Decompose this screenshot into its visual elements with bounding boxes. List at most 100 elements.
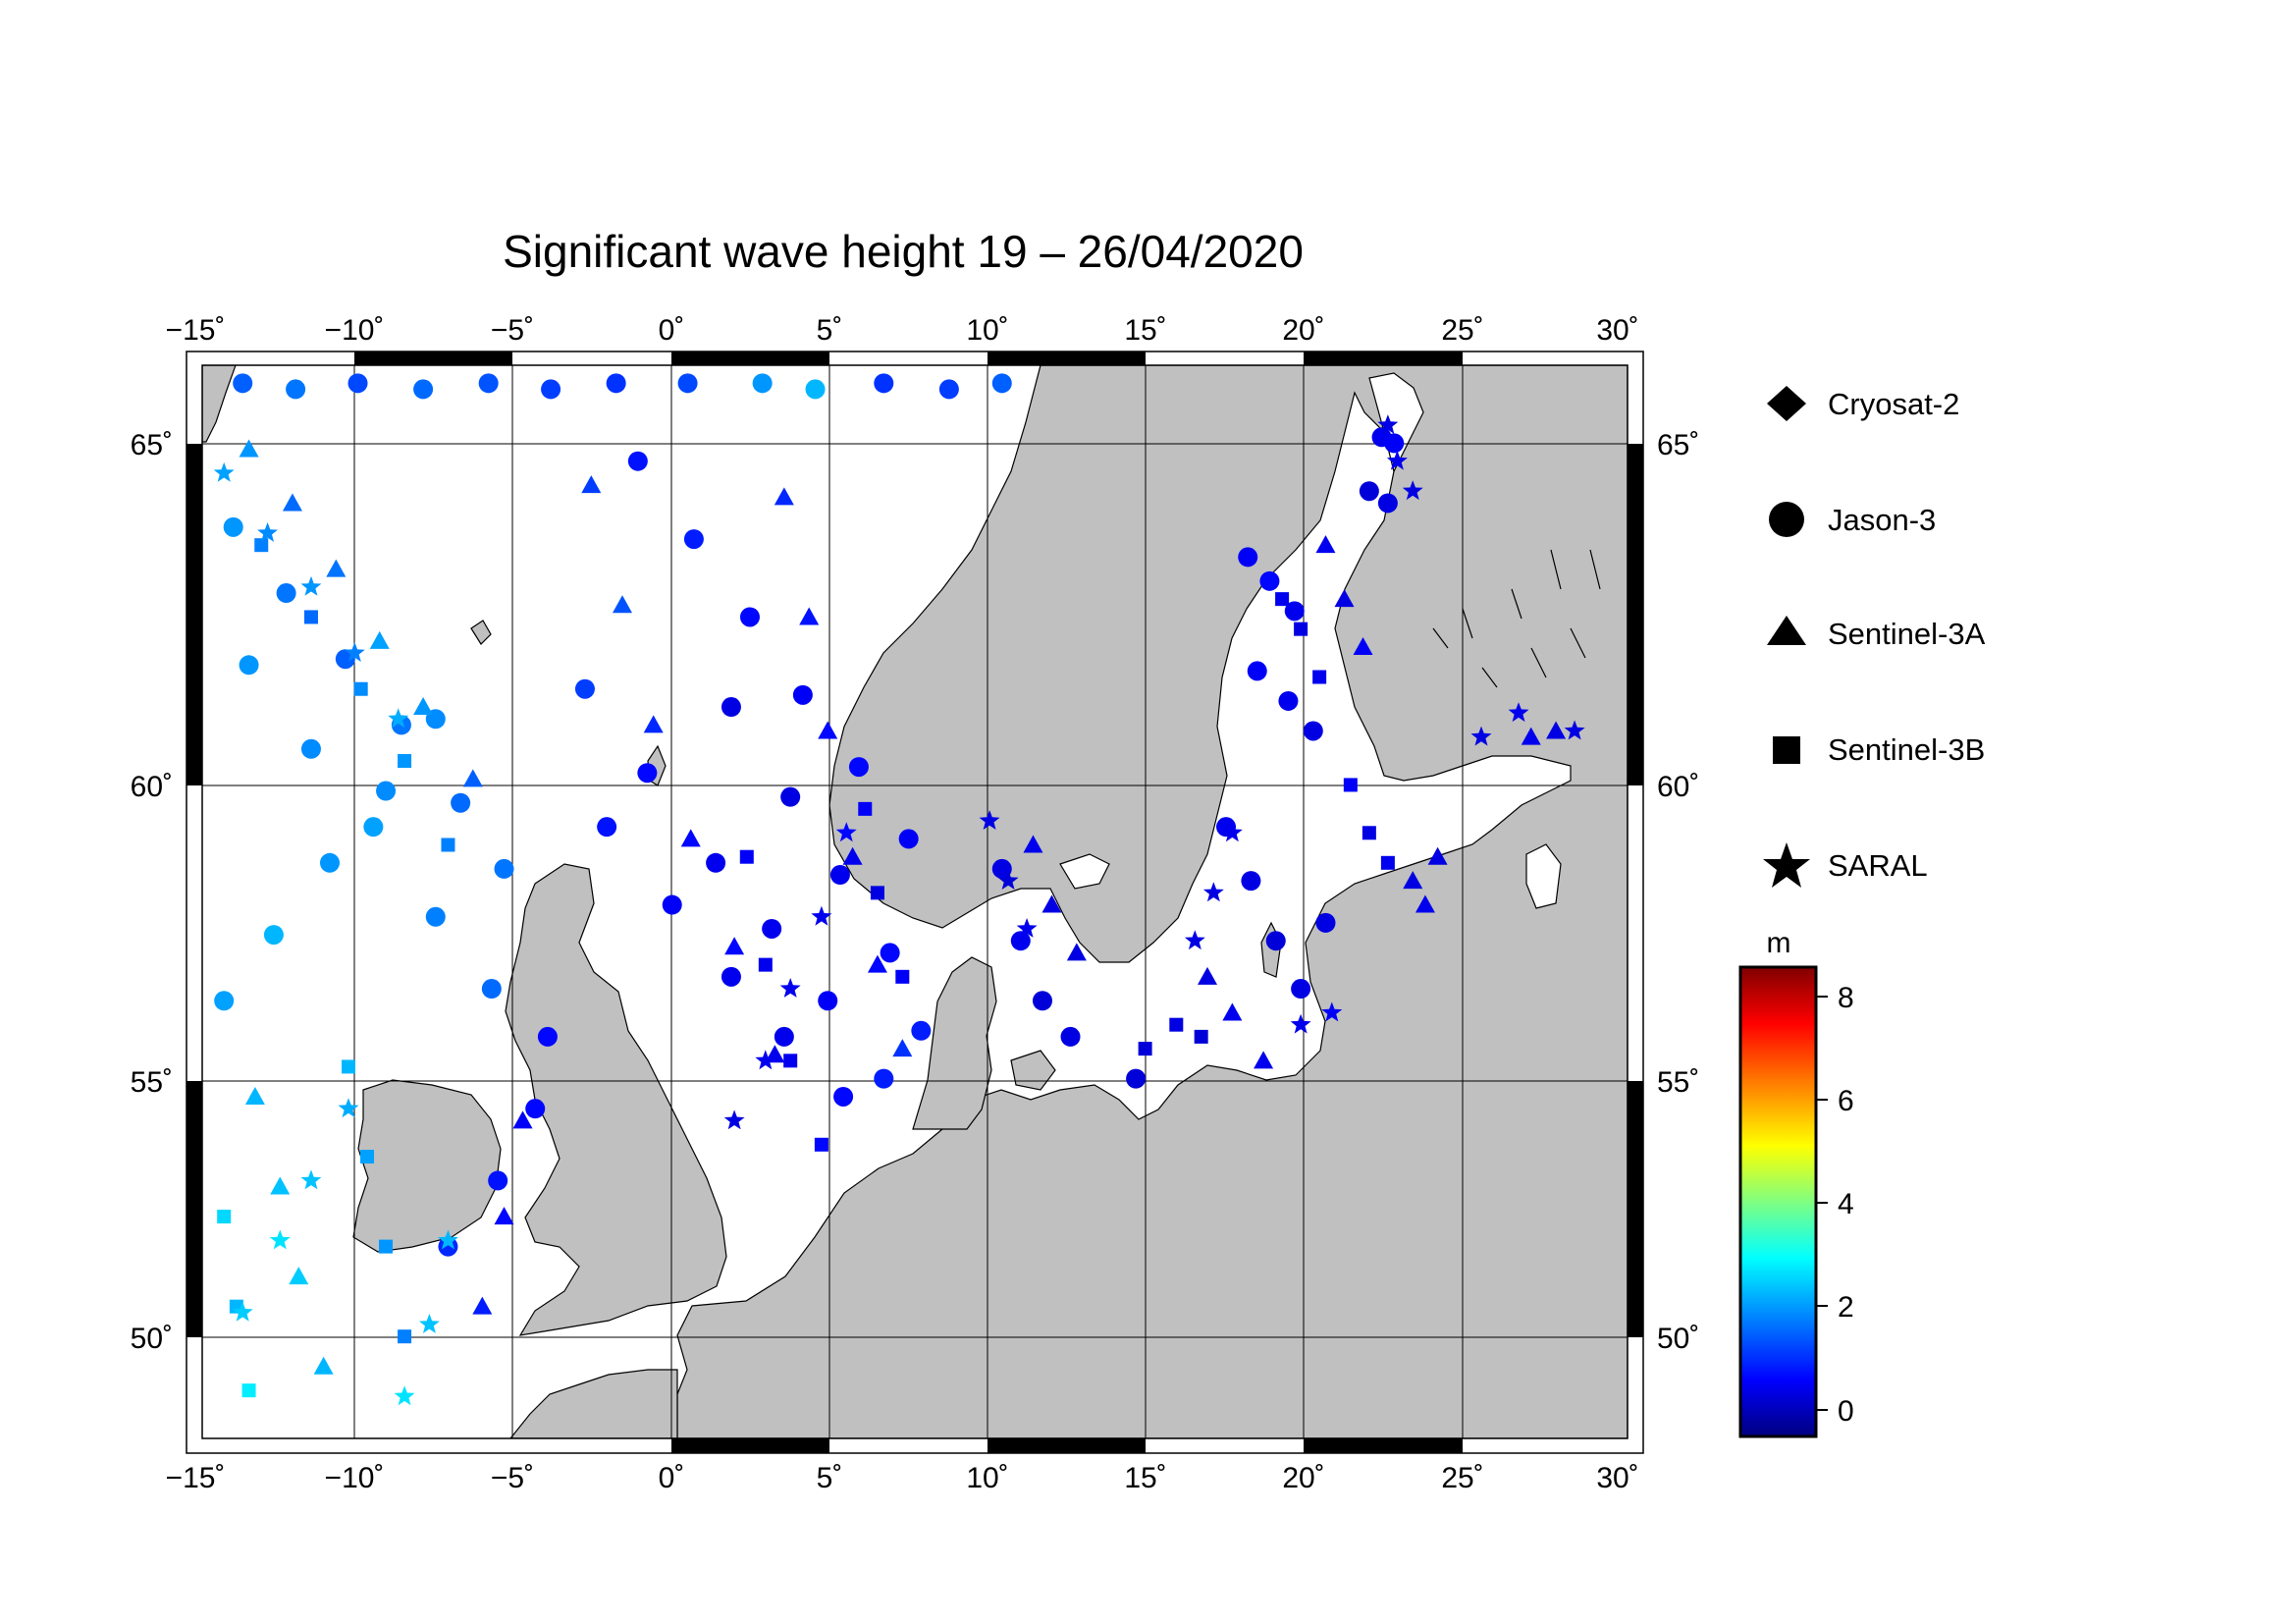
lon-label: −5˚ <box>491 1462 534 1494</box>
lat-label: 50˚ <box>1657 1323 1699 1355</box>
observation-triangle-marker <box>1222 1002 1243 1021</box>
observation-star-marker <box>1202 882 1224 902</box>
observation-triangle-marker <box>1198 966 1218 985</box>
colorbar-unit: m <box>1767 927 1791 959</box>
observation-square-marker <box>1343 778 1358 792</box>
observation-circle-marker <box>1303 721 1323 741</box>
observation-circle-marker <box>263 925 284 946</box>
legend-item-sentinel-3b: Sentinel-3B <box>1773 732 1985 767</box>
legend-item-saral: SARAL <box>1763 842 1928 888</box>
observation-triangle-marker <box>369 630 390 649</box>
observation-circle-marker <box>494 858 514 879</box>
observation-circle-marker <box>1247 661 1267 681</box>
land-faroe <box>470 620 492 645</box>
lon-label: −10˚ <box>325 1462 385 1494</box>
observation-triangle-marker <box>1353 636 1373 655</box>
lon-labels-bottom: −15˚ −10˚ −5˚ 0˚ 5˚ 10˚ 15˚ 20˚ 25˚ 30˚ <box>166 1462 1639 1494</box>
observation-star-marker <box>779 978 801 998</box>
observation-triangle-marker <box>289 1267 309 1285</box>
observation-square-marker <box>217 1210 232 1224</box>
observation-circle-marker <box>1032 991 1052 1011</box>
observation-triangle-marker <box>1254 1051 1274 1069</box>
observation-square-marker <box>398 754 412 769</box>
observation-star-marker <box>300 575 322 596</box>
observation-triangle-marker <box>1315 535 1336 554</box>
observation-circle-marker <box>276 583 296 604</box>
colorbar-tick-label: 6 <box>1838 1085 1854 1117</box>
observation-star-marker <box>811 905 832 926</box>
observation-circle-marker <box>938 379 959 400</box>
series-sentinel-3a <box>239 439 1567 1375</box>
observation-star-marker <box>1386 450 1408 470</box>
lat-label: 60˚ <box>131 771 173 803</box>
observation-square-marker <box>1362 826 1376 840</box>
observation-square-marker <box>342 1059 356 1074</box>
series-saral <box>213 414 1585 1406</box>
legend-label: Sentinel-3B <box>1828 732 1985 767</box>
observation-circle-marker <box>478 373 499 394</box>
observation-circle-marker <box>438 1236 458 1257</box>
observation-square-marker <box>1312 670 1327 684</box>
map-area <box>186 351 1644 1454</box>
lon-label: 10˚ <box>966 1462 1008 1494</box>
observation-square-marker <box>303 610 318 624</box>
colorbar-tick-label: 4 <box>1838 1188 1854 1220</box>
observation-triangle-marker <box>842 846 863 865</box>
observation-circle-marker <box>780 786 801 807</box>
observation-triangle-marker <box>1066 943 1087 961</box>
observation-circle-marker <box>721 966 741 987</box>
legend-label: Sentinel-3A <box>1828 617 1986 651</box>
observation-circle-marker <box>1241 871 1261 892</box>
observation-triangle-marker <box>494 1207 514 1225</box>
observation-triangle-marker <box>799 607 820 625</box>
observation-triangle-marker <box>774 487 794 506</box>
lat-label: 65˚ <box>131 429 173 461</box>
observation-star-marker <box>1564 720 1585 740</box>
lon-labels-top: −15˚ −10˚ −5˚ 0˚ 5˚ 10˚ 15˚ 20˚ 25˚ 30˚ <box>166 314 1639 347</box>
observation-triangle-marker <box>462 769 483 787</box>
lon-label: 10˚ <box>966 314 1008 347</box>
observation-star-marker <box>232 1301 253 1322</box>
colorbar-tick-label: 8 <box>1838 982 1854 1014</box>
observation-triangle-marker <box>1546 721 1567 739</box>
observation-star-marker <box>1470 726 1492 746</box>
observation-circle-marker <box>898 829 919 849</box>
observation-circle-marker <box>1377 493 1398 514</box>
observation-square-marker <box>1380 855 1395 870</box>
observation-circle-marker <box>880 943 900 963</box>
observation-star-marker <box>979 810 1000 830</box>
satellite-observations <box>213 373 1585 1406</box>
observation-circle-marker <box>1359 481 1379 502</box>
observation-circle-marker <box>1265 931 1286 951</box>
observation-triangle-marker <box>724 937 745 955</box>
map-frame <box>186 351 1644 1454</box>
observation-star-marker <box>835 822 857 842</box>
observation-star-marker <box>213 461 235 482</box>
observation-circle-marker <box>319 852 340 873</box>
observation-star-marker <box>755 1050 776 1070</box>
lat-label: 65˚ <box>1657 429 1699 461</box>
observation-triangle-marker <box>244 1086 265 1105</box>
observation-triangle-marker <box>1427 846 1448 865</box>
observation-circle-marker <box>488 1170 508 1191</box>
observation-circle-marker <box>706 852 726 873</box>
observation-star-marker <box>1016 918 1038 938</box>
observation-star-marker <box>338 1098 359 1118</box>
observation-square-marker <box>1294 622 1308 636</box>
observation-circle-marker <box>874 1068 894 1089</box>
observation-circle-marker <box>1315 912 1336 933</box>
observation-circle-marker <box>286 379 306 400</box>
observation-circle-marker <box>223 516 243 537</box>
lon-label: 20˚ <box>1282 1462 1324 1494</box>
observation-star-marker <box>257 522 278 542</box>
lon-label: 25˚ <box>1441 1462 1483 1494</box>
observation-triangle-marker <box>1415 894 1435 913</box>
observation-circle-marker <box>1384 433 1405 454</box>
observation-star-marker <box>344 642 365 662</box>
observation-circle-marker <box>525 1099 546 1119</box>
observation-circle-marker <box>214 991 235 1011</box>
diamond-icon <box>1767 386 1806 421</box>
satellite-legend: Cryosat-2 Jason-3 Sentinel-3A Sentinel-3… <box>1763 386 1986 888</box>
observation-square-marker <box>353 681 368 696</box>
observation-triangle-marker <box>413 697 434 716</box>
